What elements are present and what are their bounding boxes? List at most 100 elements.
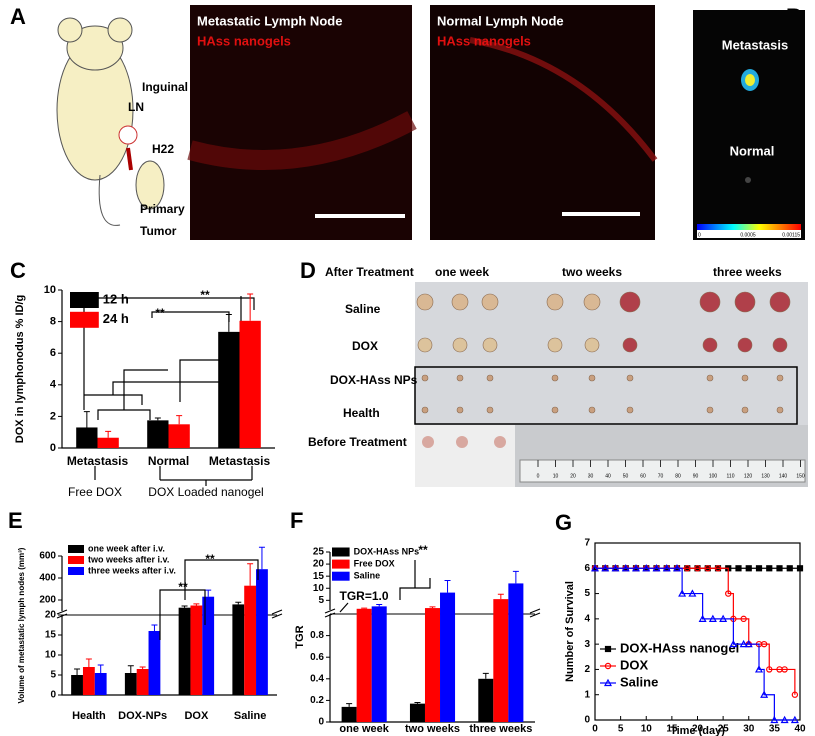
group-label: Free DOX: [68, 485, 122, 499]
error-bar: [346, 703, 353, 707]
marker: [780, 715, 789, 724]
legend-label: DOX-HAss nanogel: [620, 640, 739, 655]
colorbar: [697, 224, 801, 230]
tumor: [421, 406, 429, 414]
tumor: [626, 406, 634, 414]
bar: [190, 605, 203, 695]
bar: [424, 608, 441, 722]
bar: [82, 667, 95, 695]
y-tick-label: 10: [44, 284, 56, 296]
bar: [244, 585, 257, 695]
legend-swatch: [68, 556, 84, 564]
header: one week: [435, 265, 489, 279]
image-subtitle: HAss nanogels: [437, 33, 531, 48]
group-label: DOX Loaded nanogel: [148, 485, 263, 499]
panel-label: D: [300, 258, 316, 283]
y-tick-label: 5: [50, 670, 56, 681]
tumor: [451, 293, 469, 311]
legend-label: DOX: [620, 657, 649, 672]
tumor: [584, 337, 600, 353]
marker: [796, 565, 804, 572]
x-tick-label: one week: [339, 723, 389, 735]
tumor: [702, 337, 718, 353]
error-bar: [151, 624, 158, 631]
row-label: DOX-HAss NPs: [330, 373, 418, 387]
y-tick-label: 20: [313, 559, 325, 570]
y-tick-label: 200: [39, 595, 56, 606]
y-tick-label: 0.2: [310, 695, 324, 706]
micrograph: [430, 5, 655, 240]
tumor: [494, 436, 506, 448]
y-tick-label: 600: [39, 551, 56, 562]
marker: [603, 678, 613, 687]
x-tick-label: Saline: [234, 710, 266, 722]
error-bar: [497, 593, 504, 600]
tumor: [737, 337, 753, 353]
bar: [218, 331, 240, 448]
y-tick-label: 0: [584, 715, 590, 726]
legend-label: Saline: [620, 674, 658, 689]
ruler-label: 110: [727, 473, 735, 479]
marker: [766, 666, 773, 673]
error-bar: [139, 666, 146, 669]
bar: [168, 424, 190, 448]
tumor: [456, 406, 464, 414]
ruler-label: 120: [744, 473, 753, 479]
marker: [672, 564, 682, 572]
mouse-label: Primary: [140, 202, 185, 216]
error-bar: [127, 665, 134, 673]
marker: [739, 639, 748, 648]
panel-label: E: [8, 508, 23, 533]
survival-line: [595, 567, 795, 721]
annotation: **: [205, 552, 215, 566]
colorbar-label: 0: [698, 232, 701, 238]
row-label: Health: [343, 406, 380, 420]
marker: [719, 614, 728, 622]
ruler-label: 70: [658, 473, 664, 479]
bar: [94, 673, 107, 695]
marker: [714, 565, 722, 572]
annotation: **: [155, 306, 165, 320]
x-tick-label: DOX: [184, 710, 209, 722]
bar: [147, 420, 169, 448]
ruler-label: 0: [537, 473, 540, 479]
ruler-label: 90: [693, 473, 699, 479]
y-tick-label: 0: [50, 442, 56, 454]
tumor: [706, 406, 714, 414]
marker: [684, 565, 691, 572]
error-bar: [181, 605, 188, 608]
y-tick-label: 5: [318, 595, 324, 606]
error-bar: [154, 417, 161, 421]
arrow: [126, 147, 133, 171]
error-bar: [361, 607, 368, 609]
tumor: [546, 293, 564, 311]
error-bar: [85, 658, 92, 667]
marker: [708, 614, 717, 622]
tumor: [456, 374, 464, 382]
ruler-label: 100: [709, 473, 718, 479]
mouse-label: Tumor: [140, 224, 177, 238]
annotation: **: [418, 543, 428, 557]
tumor: [769, 291, 791, 313]
legend-label: three weeks after i.v.: [88, 565, 176, 575]
y-tick-label: 10: [313, 583, 325, 594]
scale-bar: [315, 214, 405, 218]
bar: [97, 437, 119, 448]
tumor: [626, 374, 634, 382]
legend-marker: [604, 645, 612, 653]
legend-label: one week after i.v.: [88, 543, 165, 553]
x-axis-label: Time (day): [670, 725, 725, 736]
image-title: Normal Lymph Node: [437, 13, 564, 28]
marker: [688, 589, 697, 597]
image-title: Metastatic Lymph Node: [197, 13, 342, 28]
marker: [621, 564, 630, 572]
legend-swatch: [332, 559, 350, 569]
marker: [786, 565, 793, 572]
legend-label: 12 h: [103, 291, 129, 306]
axis-break: [271, 609, 283, 619]
x-tick-label: 40: [794, 724, 806, 735]
marker: [631, 564, 641, 572]
marker: [760, 640, 768, 648]
tumor: [482, 337, 498, 353]
